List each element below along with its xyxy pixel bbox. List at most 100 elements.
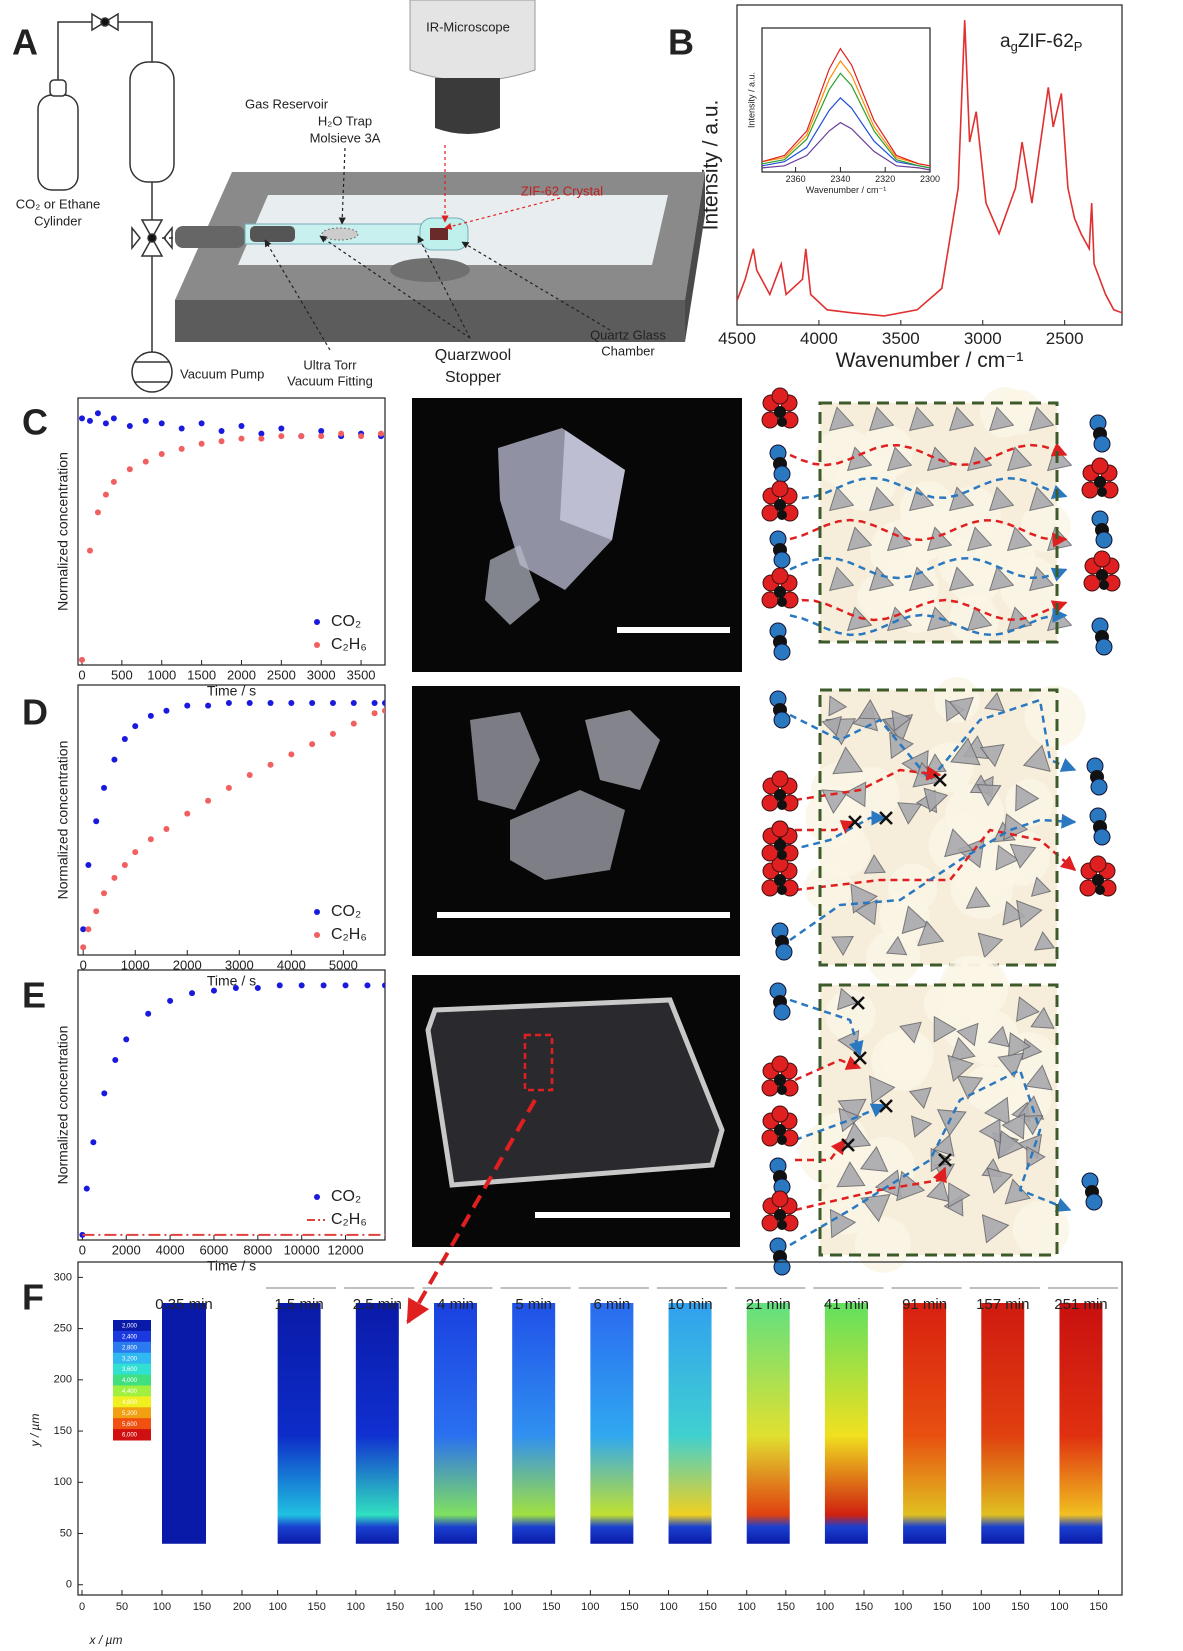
legend-label: C₂H₆: [331, 926, 367, 943]
y-tick-label: 200: [54, 1374, 72, 1386]
legend-marker: [314, 642, 320, 648]
data-point: [268, 700, 274, 706]
photo-d: [412, 686, 740, 956]
heatmap-frame: [162, 1303, 206, 1544]
data-point: [87, 548, 93, 554]
microscope-lens: [435, 78, 500, 134]
setup-label: Quartz Glass: [590, 327, 666, 342]
figure: A B C D E F: [0, 0, 1183, 1651]
panel-label: D: [22, 692, 48, 733]
data-point: [247, 700, 253, 706]
atom-c: [1095, 885, 1105, 895]
data-point: [159, 420, 165, 426]
atom-o: [776, 944, 792, 960]
y-tick-label: 250: [54, 1323, 72, 1335]
data-point: [148, 713, 154, 719]
atom-h: [772, 1106, 788, 1122]
data-point: [93, 908, 99, 914]
data-point: [143, 418, 149, 424]
colorbar-label: 3,200: [122, 1356, 138, 1362]
data-point: [123, 1036, 129, 1042]
time-label: 2.5 min: [353, 1296, 402, 1313]
x-tick-label: 2500: [267, 667, 296, 682]
atom-h: [1094, 551, 1110, 567]
data-point: [288, 700, 294, 706]
x-tick-label: 3000: [307, 667, 336, 682]
x-tick-label: 8000: [243, 1242, 272, 1257]
data-point: [111, 875, 117, 881]
x-tick-label: 150: [1011, 1601, 1029, 1613]
legend-marker: [314, 932, 320, 938]
sample-annotation: agZIF-62P: [1000, 31, 1082, 54]
data-point: [199, 441, 205, 447]
atom-c: [774, 1124, 786, 1136]
x-axis-label: Wavenumber / cm⁻¹: [806, 185, 886, 195]
legend-label: CO₂: [331, 613, 361, 630]
x-tick-label: 1000: [147, 667, 176, 682]
atom-o: [774, 1004, 790, 1020]
atom-c: [777, 800, 787, 810]
data-point: [233, 985, 239, 991]
panel-label: A: [12, 22, 38, 63]
panel-label: B: [668, 22, 694, 63]
photo-e: [412, 975, 740, 1247]
atom-c: [774, 839, 786, 851]
pore: [1025, 686, 1086, 747]
x-tick-label: 150: [777, 1601, 795, 1613]
data-point: [179, 446, 185, 452]
x-tick-label: 1500: [187, 667, 216, 682]
data-point: [159, 451, 165, 457]
x-tick-label: 2500: [1046, 329, 1084, 348]
atom-c: [1097, 487, 1107, 497]
data-point: [84, 1186, 90, 1192]
setup-label: Gas Reservoir: [245, 96, 329, 111]
time-label: 91 min: [902, 1296, 947, 1313]
colorbar-label: 2,800: [122, 1345, 138, 1351]
data-point: [309, 741, 315, 747]
data-point: [189, 990, 195, 996]
photo-c: [412, 398, 742, 672]
data-point: [132, 849, 138, 855]
data-point: [143, 459, 149, 465]
data-point: [111, 415, 117, 421]
atom-o: [774, 552, 790, 568]
x-tick-label: 4000: [800, 329, 838, 348]
data-point: [382, 708, 388, 714]
atom-c: [774, 874, 786, 886]
y-axis-label: Normalized concentration: [55, 452, 71, 611]
data-point: [219, 428, 225, 434]
annotation-part: g: [1011, 39, 1018, 54]
setup-label: IR-Microscope: [426, 19, 510, 34]
x-tick-label: 2000: [227, 667, 256, 682]
colorbar-label: 2,400: [122, 1334, 138, 1340]
x-tick-label: 2340: [830, 174, 850, 184]
x-tick-label: 150: [308, 1601, 326, 1613]
fitting: [175, 226, 245, 248]
data-point: [205, 798, 211, 804]
data-point: [278, 433, 284, 439]
data-point: [87, 418, 93, 424]
data-point: [145, 1011, 151, 1017]
x-tick-label: 150: [386, 1601, 404, 1613]
time-label: 0.35 min: [155, 1296, 213, 1313]
legend-label: CO₂: [331, 1188, 361, 1205]
setup-label: Quarzwool: [435, 347, 511, 364]
data-point: [309, 700, 315, 706]
setup-label: Cylinder: [34, 213, 82, 228]
x-tick-label: 100: [503, 1601, 521, 1613]
colorbar-label: 2,000: [122, 1324, 138, 1330]
data-point: [278, 426, 284, 432]
data-point: [95, 410, 101, 416]
time-label: 251 min: [1054, 1296, 1107, 1313]
data-point: [90, 1139, 96, 1145]
y-axis-label: Intensity / a.u.: [700, 100, 723, 231]
x-tick-label: 100: [972, 1601, 990, 1613]
atom-h: [772, 821, 788, 837]
atom-o: [774, 466, 790, 482]
colorbar-label: 4,400: [122, 1389, 138, 1395]
annotation-part: a: [1000, 31, 1011, 52]
plot-frame: [762, 28, 930, 172]
atom-o: [1086, 1194, 1102, 1210]
data-point: [122, 862, 128, 868]
data-point: [111, 757, 117, 763]
